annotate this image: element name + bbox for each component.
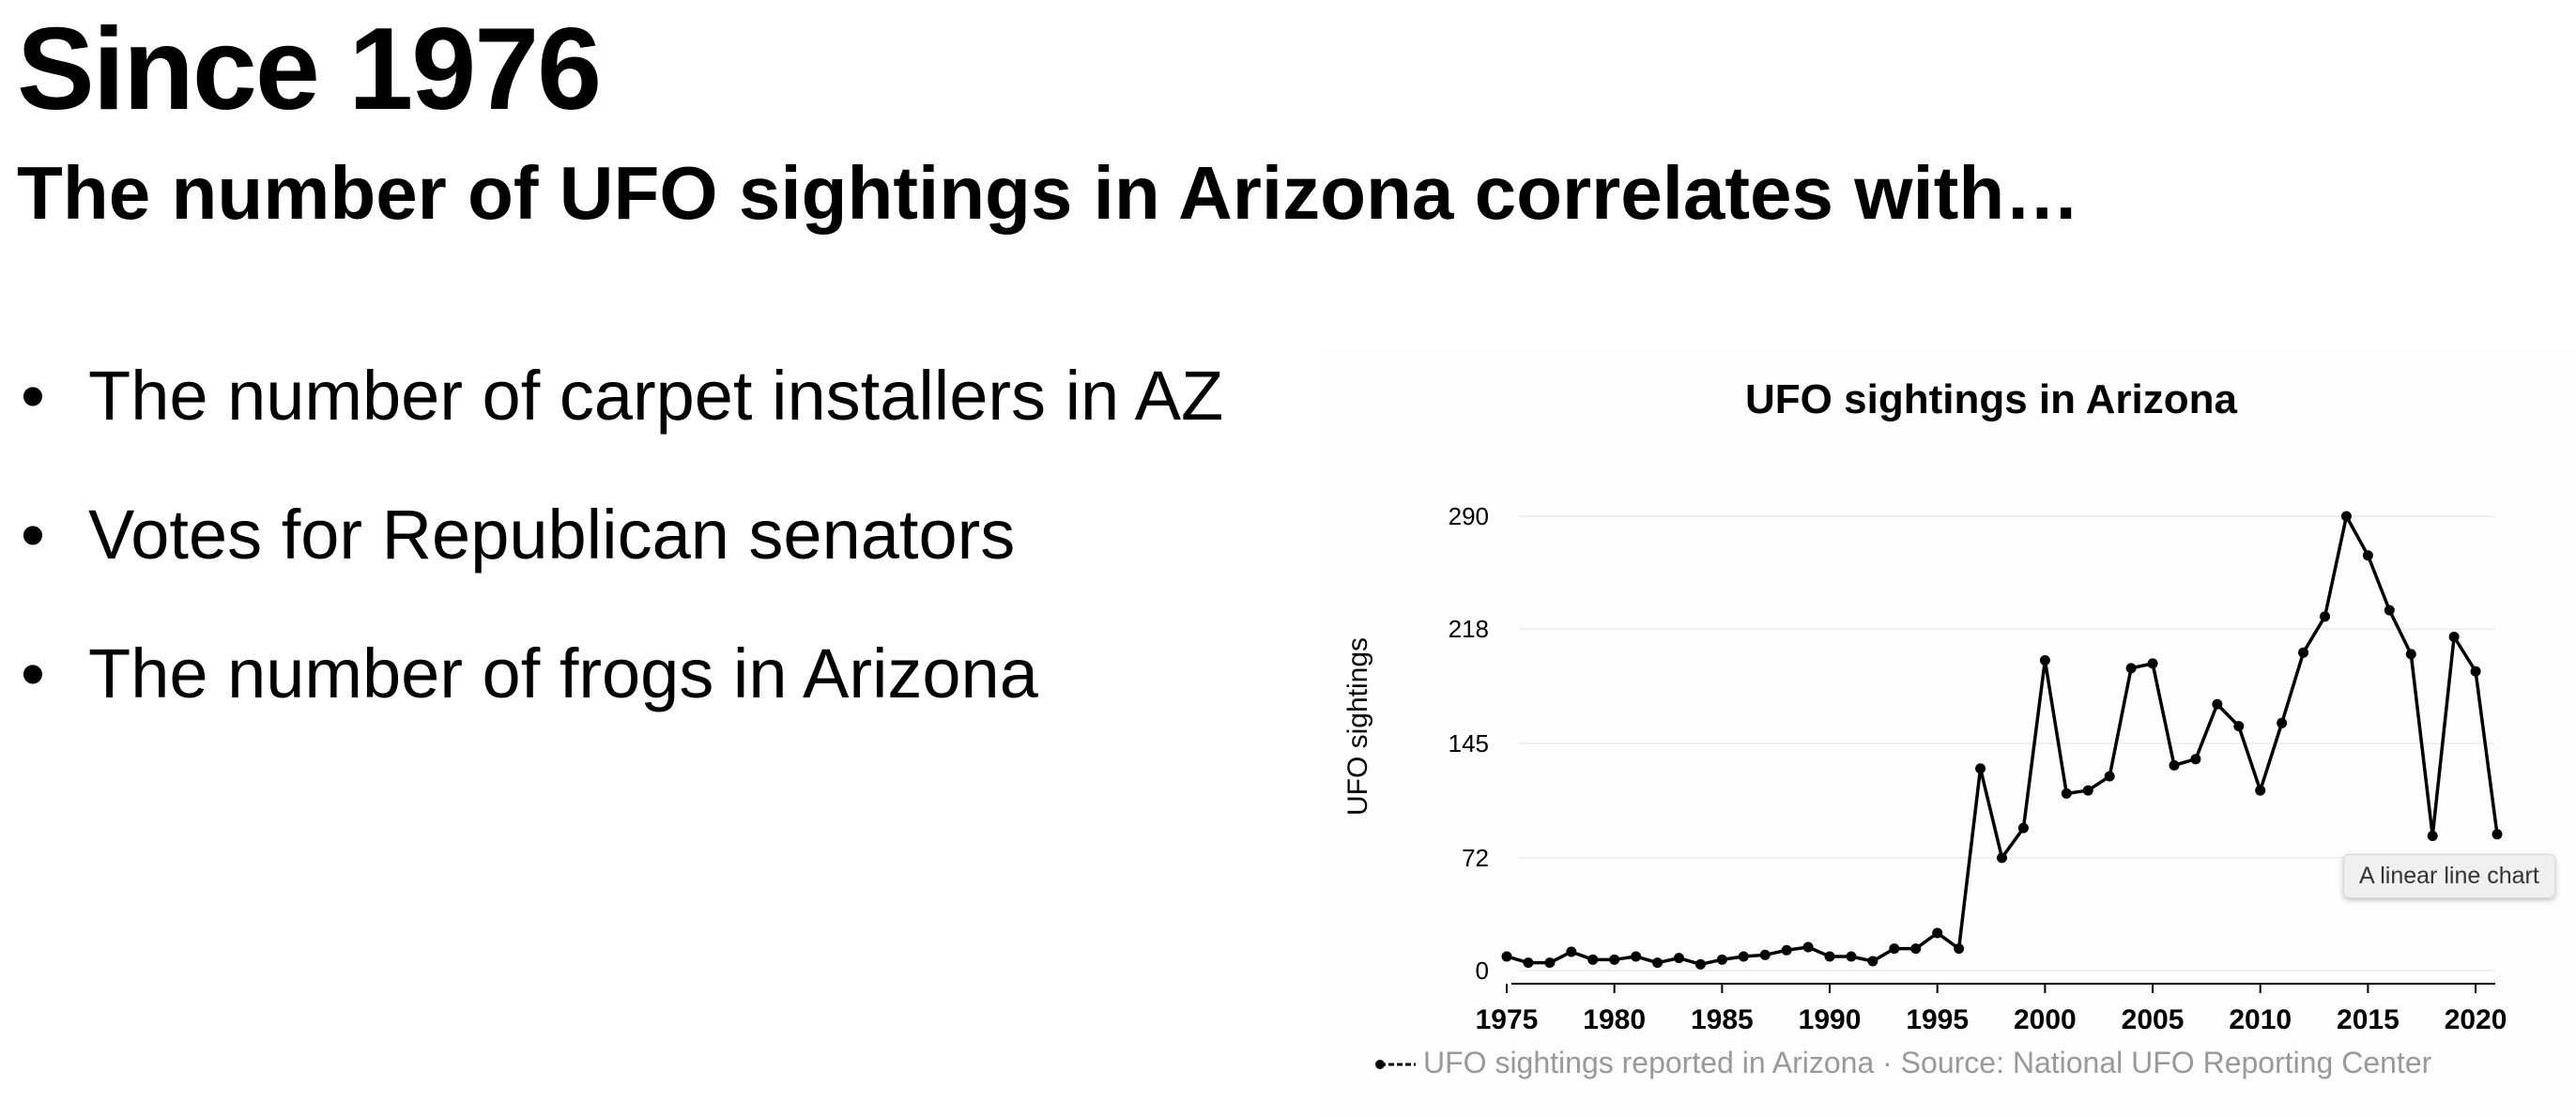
data-point: [1802, 941, 1814, 953]
data-point: [1652, 957, 1664, 969]
data-point: [1501, 951, 1512, 962]
y-axis-label: UFO sightings: [1342, 637, 1373, 816]
data-point: [1954, 943, 1965, 955]
data-point: [1867, 956, 1878, 967]
x-tick-label: 1995: [1906, 1004, 1969, 1035]
slide-subtitle: The number of UFO sightings in Arizona c…: [17, 151, 2080, 235]
chart-tooltip: A linear line chart: [2343, 854, 2555, 898]
data-point: [1846, 951, 1857, 962]
y-tick-label: 0: [1476, 956, 1489, 985]
data-point: [2104, 771, 2115, 782]
bullet-item-frogs: The number of frogs in Arizona: [21, 639, 1223, 710]
data-point: [2082, 785, 2093, 796]
data-point: [1566, 946, 1577, 957]
data-point: [2362, 550, 2373, 561]
data-point: [1694, 958, 1706, 970]
data-point: [1716, 954, 1727, 965]
data-point: [1587, 954, 1599, 965]
data-point: [1824, 951, 1835, 962]
data-point: [2448, 632, 2460, 643]
y-tick-label: 145: [1449, 729, 1489, 757]
data-point: [2470, 666, 2481, 677]
y-tick-label: 72: [1462, 844, 1489, 872]
x-tick-label: 2020: [2445, 1004, 2507, 1035]
y-tick-label: 290: [1449, 502, 1489, 530]
data-point: [2405, 649, 2416, 660]
data-point: [2427, 830, 2438, 841]
bullet-item-republican-votes: Votes for Republican senators: [21, 500, 1223, 571]
chart-title: UFO sightings in Arizona: [1745, 376, 2237, 422]
data-point: [2169, 759, 2180, 771]
data-point: [1781, 944, 1792, 956]
data-point: [1759, 949, 1771, 960]
data-point: [1889, 943, 1900, 955]
data-point: [2039, 655, 2050, 666]
data-point: [2061, 788, 2072, 799]
data-point: [1523, 957, 1534, 969]
bullet-item-carpet-installers: The number of carpet installers in AZ: [21, 361, 1223, 432]
data-point: [1673, 953, 1684, 964]
bullet-list: The number of carpet installers in AZ Vo…: [21, 361, 1223, 778]
slide-title: Since 1976: [17, 5, 602, 134]
data-point: [2125, 663, 2137, 674]
data-point: [2017, 822, 2029, 834]
data-point: [1975, 763, 1986, 774]
x-tick-label: 2000: [2014, 1004, 2077, 1035]
chart-panel: UFO sightings in Arizona 0 72 145 218 290 UFO …: [1322, 349, 2576, 1117]
data-point: [2212, 698, 2223, 710]
data-point: [2190, 754, 2201, 765]
data-point: [1910, 943, 1922, 955]
x-tick-label: 1990: [1799, 1004, 1862, 1035]
data-point: [1997, 852, 2007, 864]
x-tick-label: 1980: [1583, 1004, 1646, 1035]
data-point: [1544, 957, 1556, 969]
data-point: [2340, 511, 2352, 522]
x-tick-label: 1975: [1476, 1004, 1539, 1035]
data-point: [2147, 658, 2158, 669]
data-point: [2233, 721, 2245, 732]
data-point: [2298, 647, 2309, 658]
x-tick-label: 2010: [2229, 1004, 2292, 1035]
x-tick-label: 1985: [1691, 1004, 1754, 1035]
data-point: [2277, 717, 2288, 728]
y-tick-label: 218: [1449, 615, 1489, 643]
line-chart: UFO sightings in Arizona 0 72 145 218 290 UFO …: [1342, 376, 2507, 1079]
chart-legend: UFO sightings reported in Arizona · Sour…: [1423, 1046, 2432, 1079]
data-point: [2255, 785, 2266, 796]
data-point: [1932, 927, 1943, 939]
data-point: [1631, 951, 1642, 962]
data-point: [1609, 954, 1620, 965]
data-point: [1738, 951, 1749, 962]
x-tick-label: 2015: [2337, 1004, 2400, 1035]
x-tick-label: 2005: [2122, 1004, 2185, 1035]
data-point: [2492, 829, 2503, 840]
data-point: [2384, 604, 2395, 616]
data-point: [2320, 611, 2331, 622]
